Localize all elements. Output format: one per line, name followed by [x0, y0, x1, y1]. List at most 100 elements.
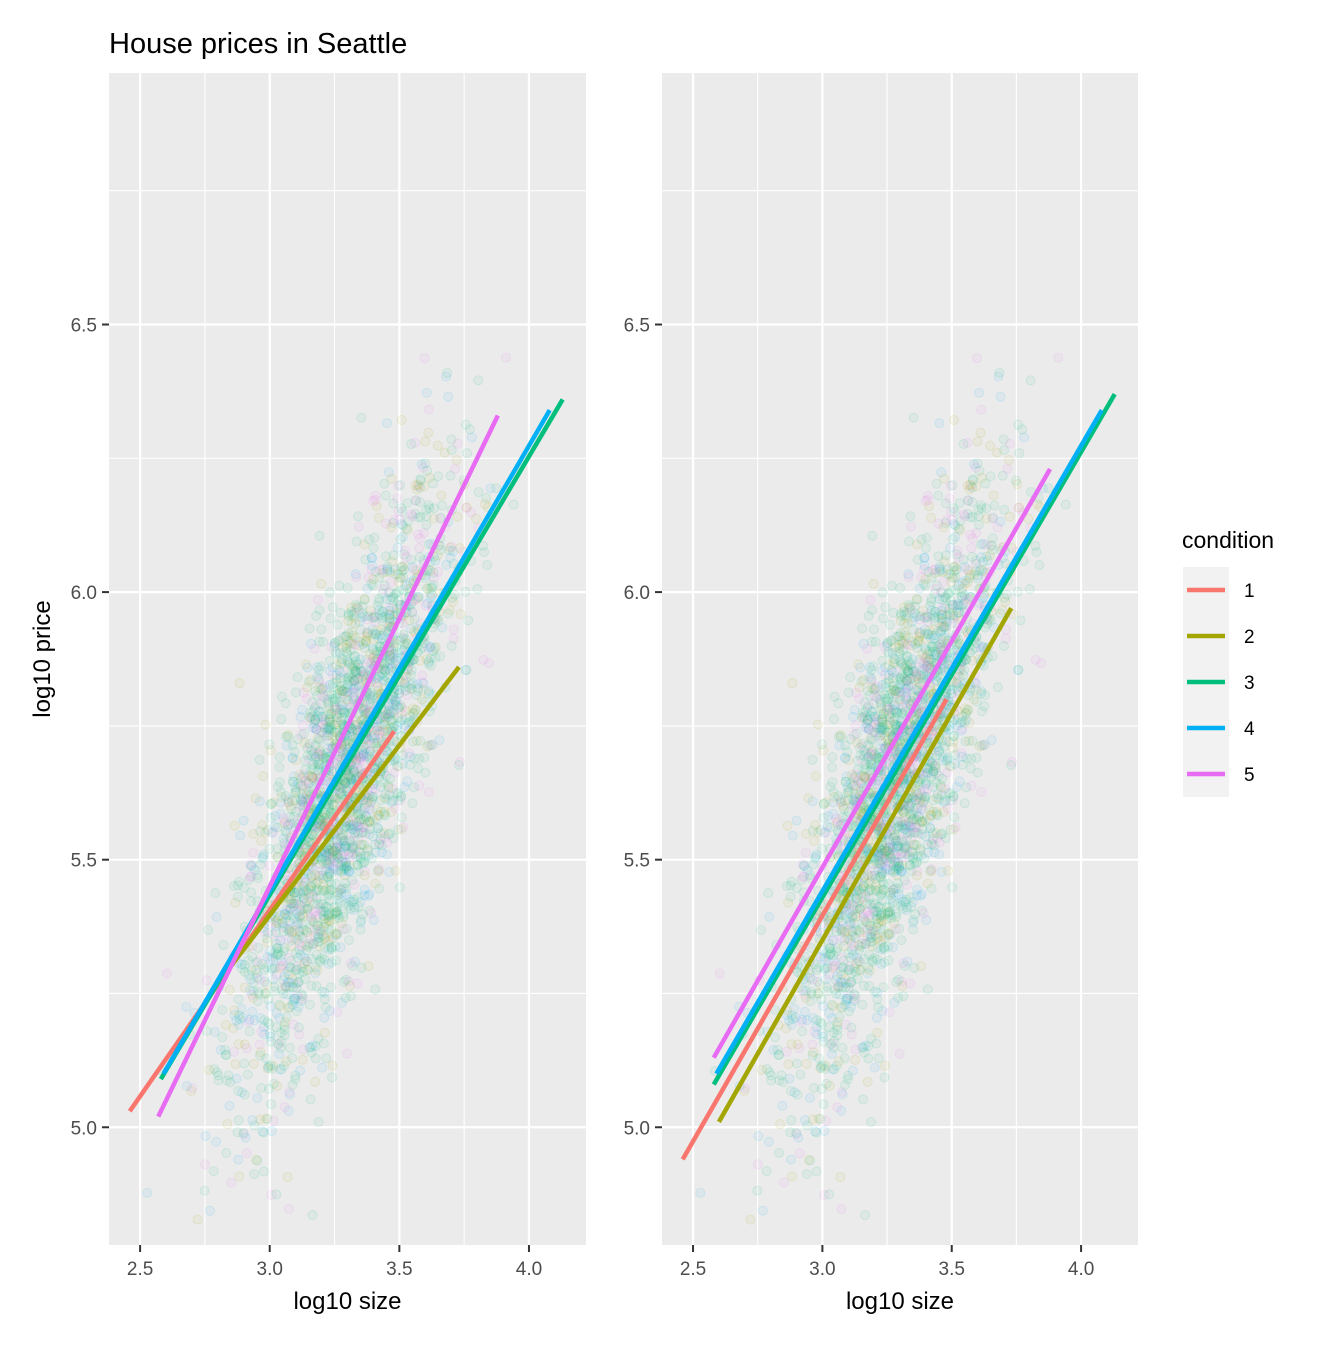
- data-point: [960, 562, 969, 571]
- data-point: [805, 973, 814, 982]
- data-point: [229, 1047, 238, 1056]
- data-point: [182, 1081, 191, 1090]
- data-point: [420, 354, 429, 363]
- data-point: [852, 729, 861, 738]
- data-point: [324, 889, 333, 898]
- data-point: [1025, 585, 1034, 594]
- data-point: [391, 590, 400, 599]
- data-point: [298, 1055, 307, 1064]
- data-point: [354, 522, 363, 531]
- data-point: [765, 912, 774, 921]
- data-point: [320, 1028, 329, 1037]
- data-point: [272, 1023, 281, 1032]
- data-point: [442, 372, 451, 381]
- data-point: [335, 581, 344, 590]
- data-point: [314, 712, 323, 721]
- data-point: [822, 987, 831, 996]
- data-point: [812, 1016, 821, 1025]
- data-point: [310, 644, 319, 653]
- data-point: [381, 491, 390, 500]
- data-point: [1054, 353, 1063, 362]
- data-point: [352, 657, 361, 666]
- data-point: [267, 1126, 276, 1135]
- data-point: [277, 692, 286, 701]
- data-point: [780, 1178, 789, 1187]
- data-point: [234, 877, 243, 886]
- data-point: [762, 1167, 771, 1176]
- data-point: [266, 799, 275, 808]
- data-point: [344, 936, 353, 945]
- data-point: [859, 913, 868, 922]
- data-point: [376, 783, 385, 792]
- data-point: [972, 354, 981, 363]
- data-point: [787, 1172, 796, 1181]
- data-point: [974, 520, 983, 529]
- data-point: [977, 788, 986, 797]
- data-point: [332, 929, 341, 938]
- data-point: [239, 1013, 248, 1022]
- data-point: [447, 435, 456, 444]
- data-point: [1037, 659, 1046, 668]
- data-point: [326, 588, 335, 597]
- data-point: [924, 630, 933, 639]
- data-point: [979, 539, 988, 548]
- data-point: [993, 683, 1002, 692]
- data-point: [885, 1008, 894, 1017]
- data-point: [861, 1211, 870, 1220]
- data-point: [426, 643, 435, 652]
- data-point: [371, 491, 380, 500]
- data-point: [932, 793, 941, 802]
- data-point: [397, 573, 406, 582]
- data-point: [333, 620, 342, 629]
- data-point: [318, 750, 327, 759]
- data-point: [828, 763, 837, 772]
- data-point: [1003, 464, 1012, 473]
- data-point: [387, 474, 396, 483]
- data-point: [403, 691, 412, 700]
- data-point: [887, 581, 896, 590]
- data-point: [906, 979, 915, 988]
- data-point: [235, 1172, 244, 1181]
- data-point: [403, 499, 412, 508]
- data-point: [467, 508, 476, 517]
- data-point: [346, 992, 355, 1001]
- data-point: [327, 868, 336, 877]
- data-point: [225, 1101, 234, 1110]
- data-point: [316, 662, 325, 671]
- x-tick-label: 4.0: [516, 1259, 542, 1280]
- data-point: [805, 1094, 814, 1103]
- data-point: [485, 659, 494, 668]
- data-point: [371, 879, 380, 888]
- data-point: [204, 925, 213, 934]
- data-point: [366, 817, 375, 826]
- data-point: [897, 977, 906, 986]
- data-point: [292, 688, 301, 697]
- data-point: [381, 612, 390, 621]
- data-point: [976, 428, 985, 437]
- data-point: [999, 435, 1008, 444]
- data-point: [249, 993, 258, 1002]
- data-point: [844, 688, 853, 697]
- data-point: [909, 413, 918, 422]
- data-point: [433, 551, 442, 560]
- data-point: [986, 441, 995, 450]
- data-point: [211, 889, 220, 898]
- data-point: [334, 666, 343, 675]
- data-point: [330, 639, 339, 648]
- data-point: [321, 1003, 330, 1012]
- data-point: [225, 985, 234, 994]
- data-point: [371, 848, 380, 857]
- data-point: [275, 763, 284, 772]
- data-point: [284, 732, 293, 741]
- data-point: [764, 889, 773, 898]
- data-point: [757, 925, 766, 934]
- data-point: [399, 562, 408, 571]
- data-point: [877, 959, 886, 968]
- data-point: [1032, 548, 1041, 557]
- data-point: [809, 860, 818, 869]
- data-point: [193, 1215, 202, 1224]
- data-point: [411, 509, 420, 518]
- data-point: [946, 796, 955, 805]
- data-point: [212, 1068, 221, 1077]
- data-point: [935, 419, 944, 428]
